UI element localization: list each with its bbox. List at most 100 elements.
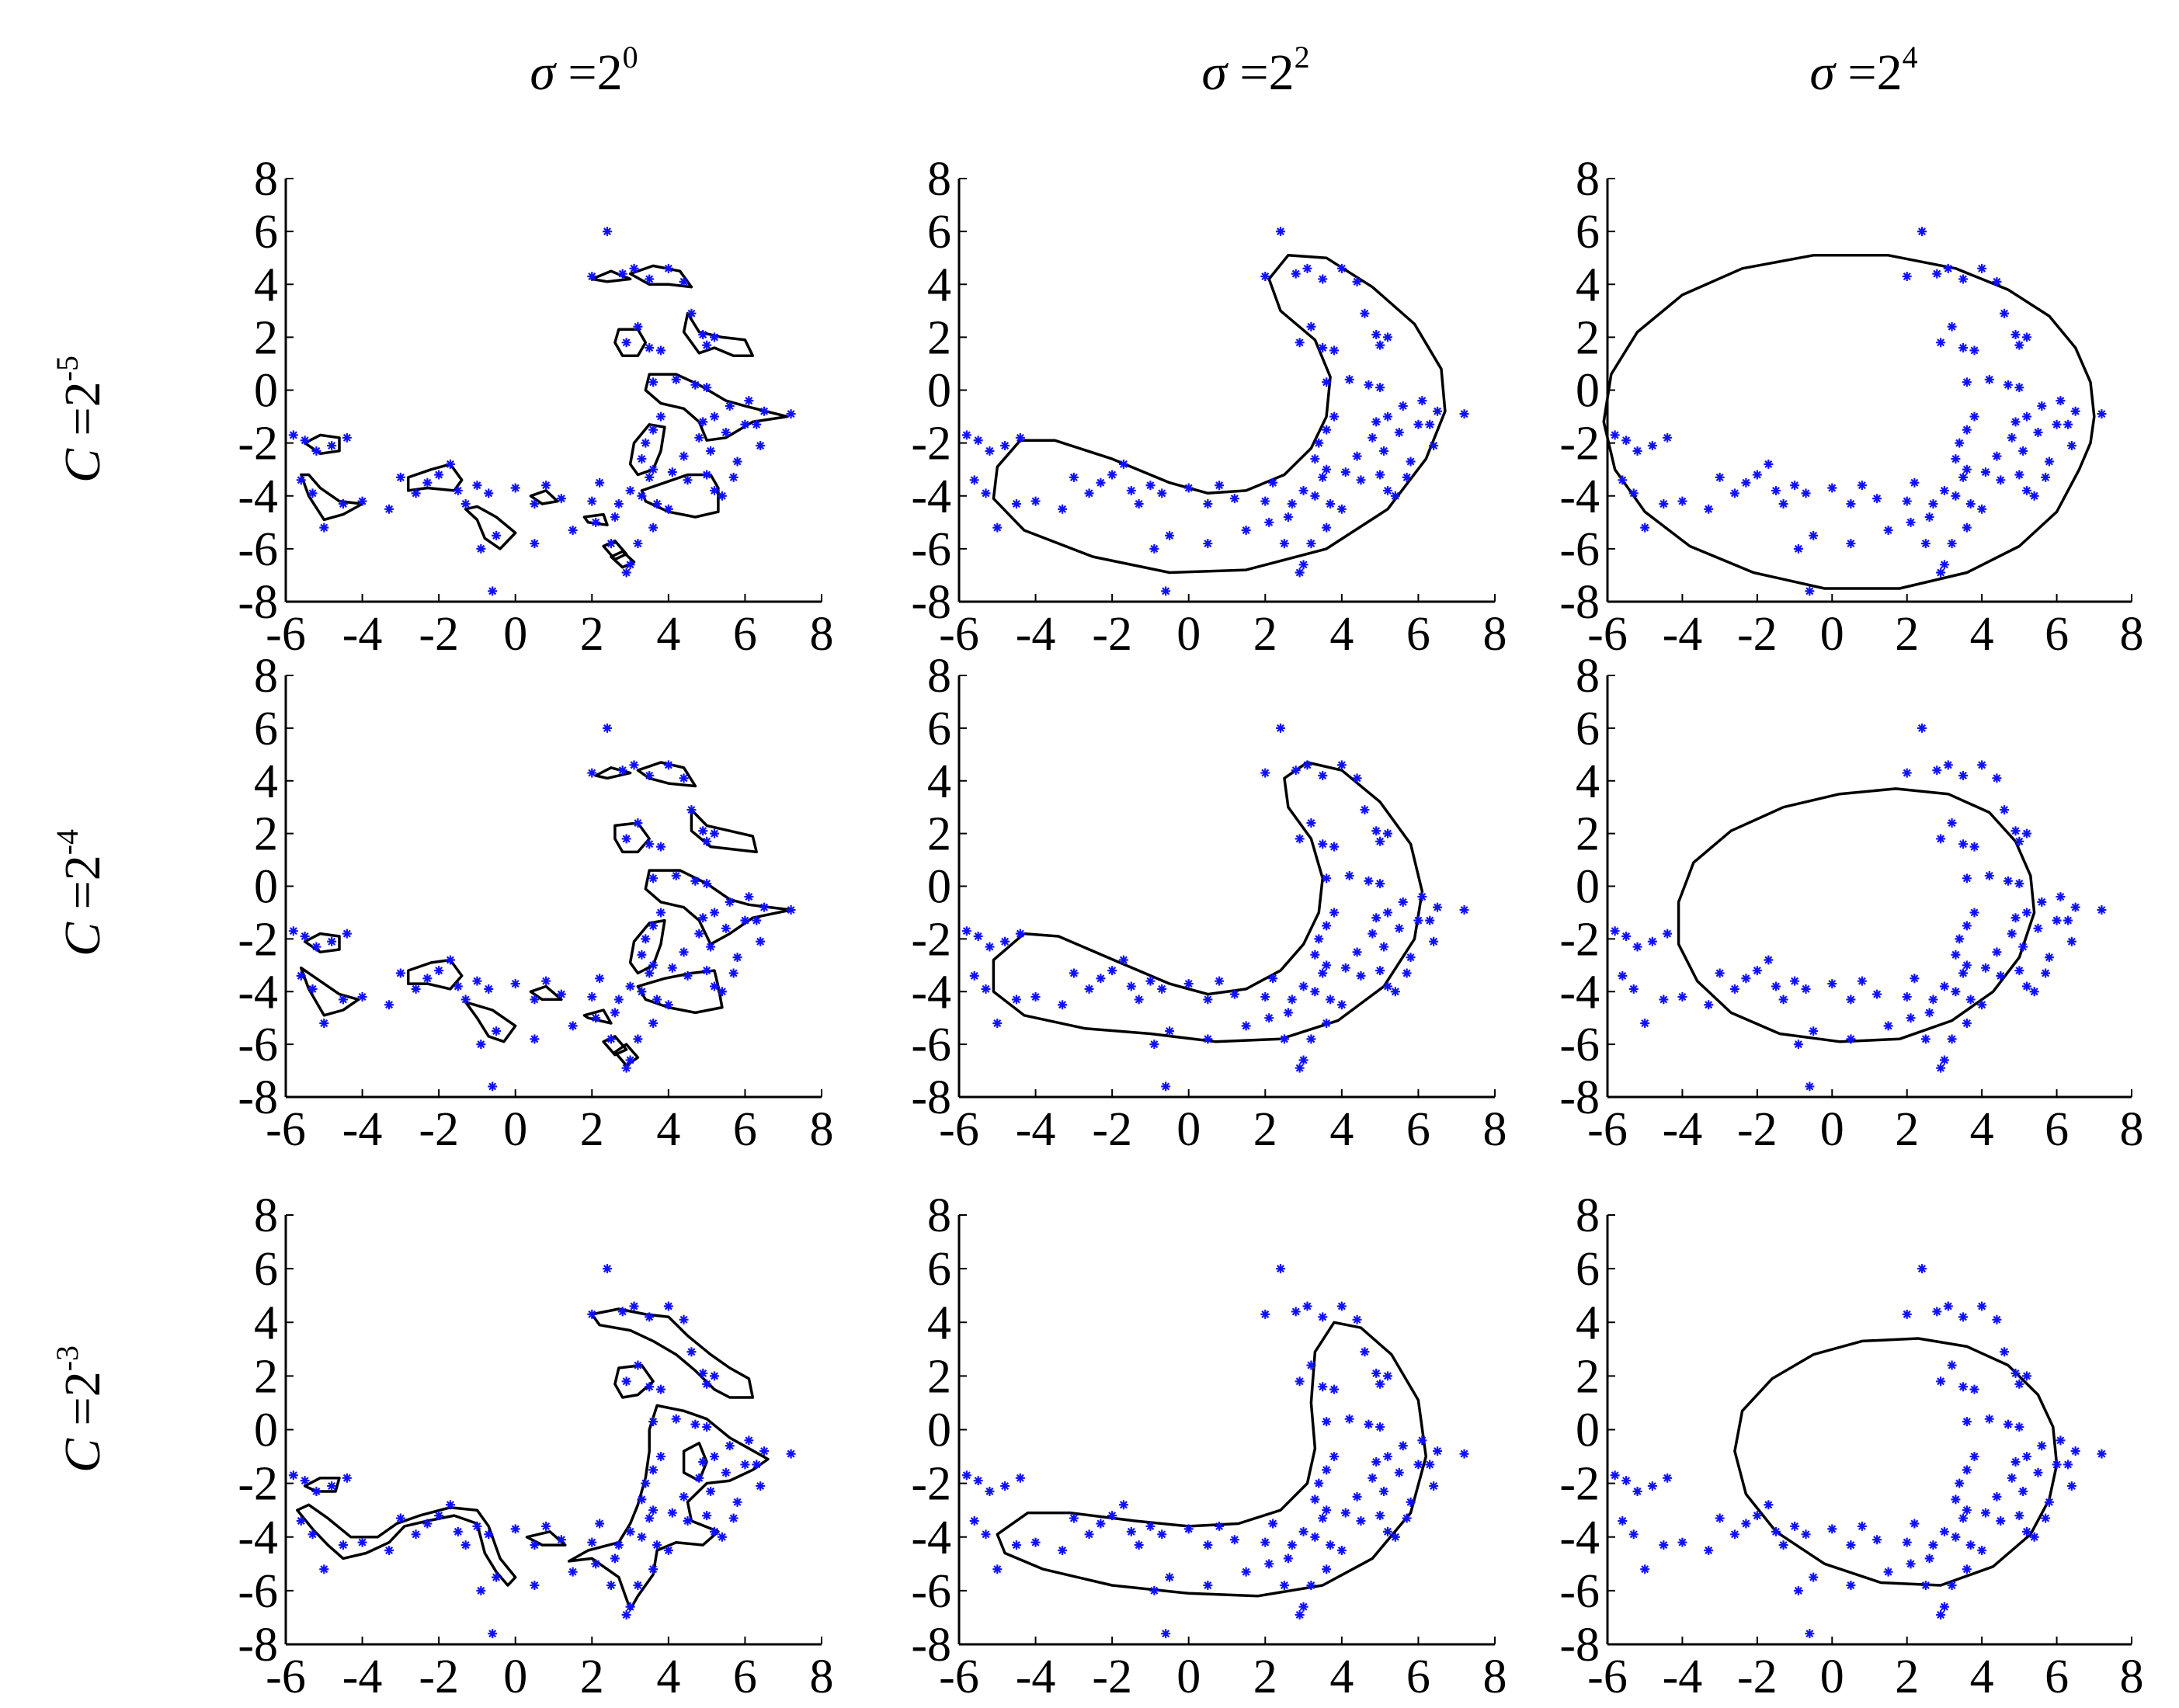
data-point <box>2018 446 2028 456</box>
data-point <box>1459 409 1469 419</box>
data-point <box>1015 432 1025 443</box>
data-point <box>2029 987 2039 997</box>
data-point <box>484 488 494 498</box>
data-point <box>1340 963 1350 973</box>
data-point <box>1298 1526 1308 1536</box>
data-point <box>1951 949 1961 960</box>
data-point <box>1883 526 1893 536</box>
data-point <box>1276 1264 1285 1274</box>
data-point <box>702 340 712 350</box>
x-tick-label: 4 <box>656 608 680 661</box>
data-point <box>1398 1441 1408 1451</box>
data-point <box>1621 931 1632 941</box>
y-tick-label: 2 <box>254 311 278 364</box>
decision-boundary <box>613 1043 640 1068</box>
data-point <box>1939 1602 1949 1612</box>
data-point <box>1943 1301 1953 1311</box>
data-point <box>488 1629 498 1639</box>
data-point <box>1846 1540 1856 1550</box>
data-point <box>1329 842 1339 852</box>
data-point <box>510 483 520 493</box>
data-point <box>1295 1376 1305 1387</box>
data-point <box>1000 936 1010 946</box>
data-point <box>1203 1580 1213 1590</box>
data-point <box>969 1516 979 1526</box>
data-point <box>992 522 1003 533</box>
data-point <box>1215 976 1225 986</box>
data-point <box>786 1449 796 1459</box>
data-point <box>1610 1470 1620 1481</box>
data-point <box>732 457 742 467</box>
data-point <box>1310 454 1320 464</box>
data-point <box>683 475 693 485</box>
y-tick-label: 6 <box>927 1243 951 1296</box>
data-point <box>2007 929 2017 939</box>
data-point <box>1801 1529 1811 1540</box>
x-tick-label: -2 <box>1092 1651 1132 1703</box>
data-point <box>710 332 719 342</box>
data-point <box>2010 1456 2021 1467</box>
data-point <box>1910 974 1920 984</box>
data-point <box>308 488 318 498</box>
data-point <box>1241 526 1251 536</box>
data-point <box>1809 1026 1819 1036</box>
data-point <box>1145 976 1156 986</box>
x-tick-label: -6 <box>939 1651 979 1703</box>
data-point <box>1268 1519 1278 1529</box>
data-point <box>587 992 597 1002</box>
data-point <box>1375 1379 1385 1389</box>
x-tick-label: -4 <box>1663 1103 1703 1156</box>
data-point <box>1902 992 1912 1002</box>
y-tick-label: -8 <box>911 576 951 629</box>
data-point <box>2000 805 2010 815</box>
data-point <box>663 263 673 273</box>
data-point <box>656 1452 666 1462</box>
data-point <box>690 876 700 886</box>
data-point <box>1632 942 1642 952</box>
x-tick-label: -2 <box>1737 608 1778 661</box>
data-point <box>1298 560 1308 570</box>
data-point <box>2070 1446 2080 1456</box>
data-point <box>1928 995 1938 1005</box>
x-tick-label: 6 <box>1406 608 1430 661</box>
data-point <box>591 517 601 527</box>
y-tick-label: 6 <box>254 703 278 755</box>
data-point <box>698 417 708 427</box>
data-point <box>453 981 463 991</box>
x-tick-label: -6 <box>266 1651 306 1703</box>
decision-boundary <box>682 1442 708 1482</box>
data-point <box>510 1524 520 1534</box>
data-point <box>1778 1540 1788 1550</box>
y-tick-label: 0 <box>254 365 278 418</box>
data-point <box>1260 1309 1270 1319</box>
data-point <box>1283 512 1293 522</box>
data-point <box>648 1417 659 1427</box>
data-point <box>300 931 310 941</box>
data-point <box>1096 1519 1106 1529</box>
data-point <box>648 960 659 970</box>
x-tick-label: 2 <box>580 1651 604 1703</box>
decision-boundary <box>464 1001 517 1043</box>
data-point <box>342 432 352 443</box>
y-tick-label: 0 <box>927 1404 951 1457</box>
data-point <box>645 968 655 978</box>
data-point <box>1322 921 1332 931</box>
data-point <box>786 905 796 915</box>
decision-boundary <box>296 1503 517 1587</box>
data-point <box>1969 411 1979 422</box>
data-point <box>472 1521 482 1531</box>
y-tick-label: 8 <box>927 1189 951 1242</box>
data-point <box>300 1476 310 1486</box>
y-tick-label: 6 <box>1576 1243 1600 1296</box>
data-point <box>1276 227 1285 237</box>
data-point <box>2022 411 2031 422</box>
x-tick-label: 4 <box>656 1651 680 1703</box>
y-tick-label: 0 <box>254 1404 278 1457</box>
data-point <box>621 338 631 348</box>
y-tick-label: -8 <box>238 1619 278 1672</box>
data-point <box>1939 485 1949 495</box>
data-point <box>2037 1441 2047 1451</box>
data-point <box>1371 1368 1381 1378</box>
y-tick-label: 6 <box>927 703 951 755</box>
data-point <box>1371 417 1381 427</box>
